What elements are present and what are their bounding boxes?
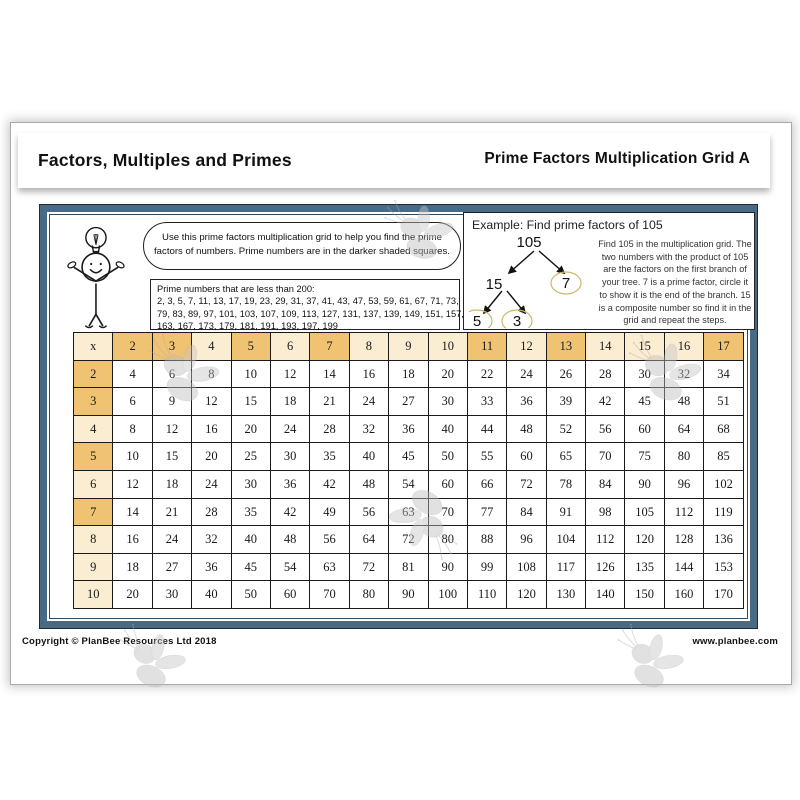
svg-text:3: 3 [513,313,521,328]
svg-text:5: 5 [473,313,481,328]
svg-text:15: 15 [486,276,503,293]
svg-text:7: 7 [562,275,570,292]
svg-text:105: 105 [516,234,541,251]
